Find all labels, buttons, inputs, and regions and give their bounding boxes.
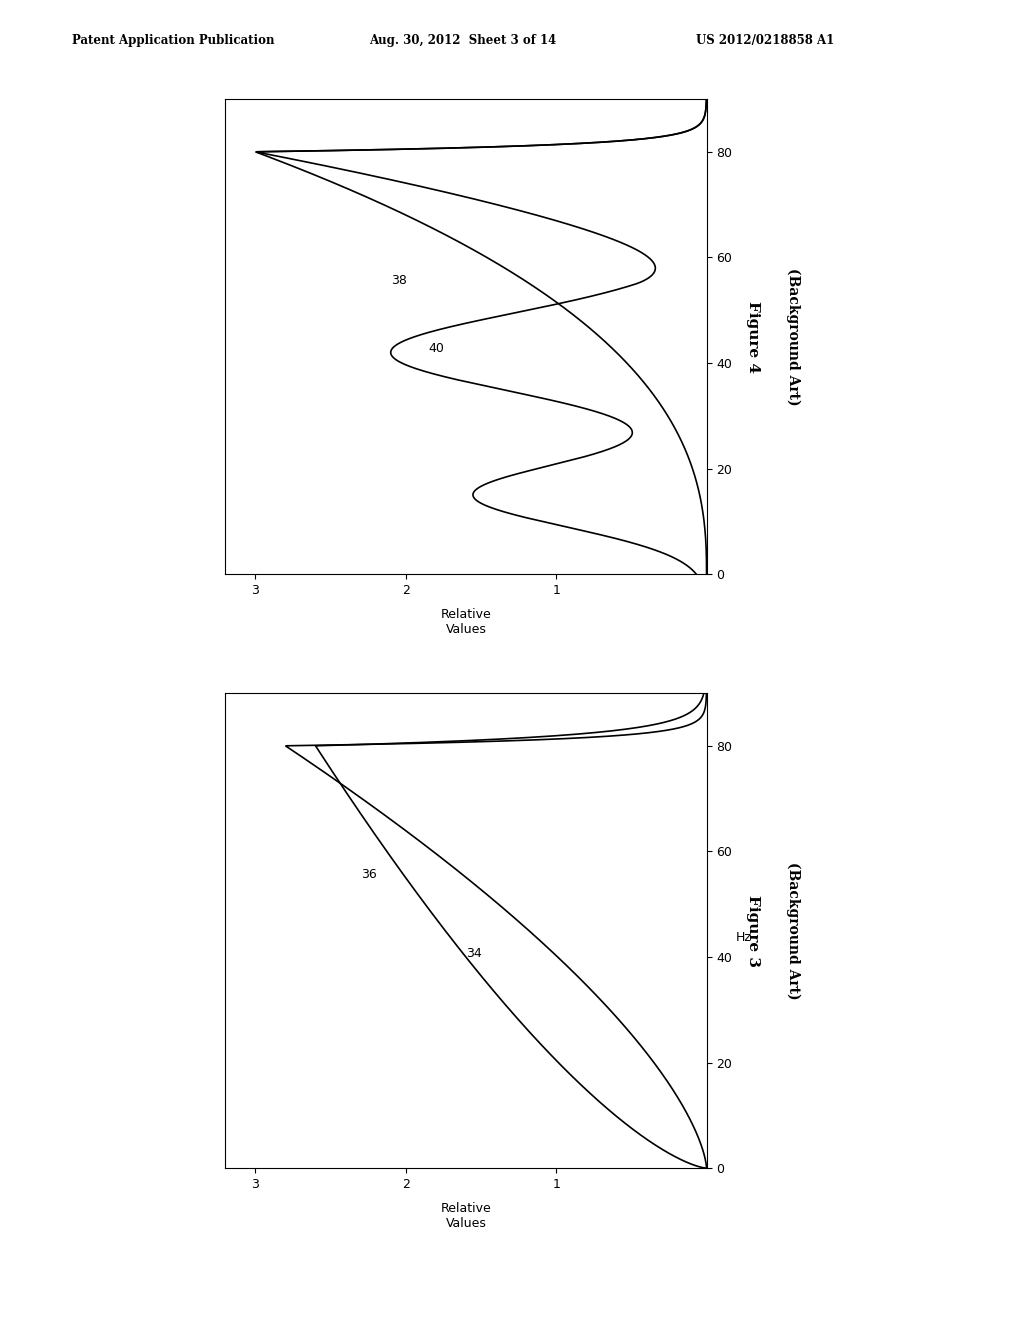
Text: (Background Art): (Background Art) [786,862,801,999]
Text: US 2012/0218858 A1: US 2012/0218858 A1 [696,33,835,46]
Text: 36: 36 [360,867,377,880]
Text: Figure 3: Figure 3 [745,895,760,966]
X-axis label: Relative
Values: Relative Values [440,609,492,636]
Text: (Background Art): (Background Art) [786,268,801,405]
Text: Figure 4: Figure 4 [745,301,760,372]
Text: Aug. 30, 2012  Sheet 3 of 14: Aug. 30, 2012 Sheet 3 of 14 [369,33,556,46]
Text: Patent Application Publication: Patent Application Publication [72,33,274,46]
X-axis label: Relative
Values: Relative Values [440,1203,492,1230]
Text: 38: 38 [391,273,407,286]
Text: 40: 40 [428,342,444,355]
Text: 34: 34 [466,946,481,960]
Y-axis label: Hz: Hz [735,931,752,944]
